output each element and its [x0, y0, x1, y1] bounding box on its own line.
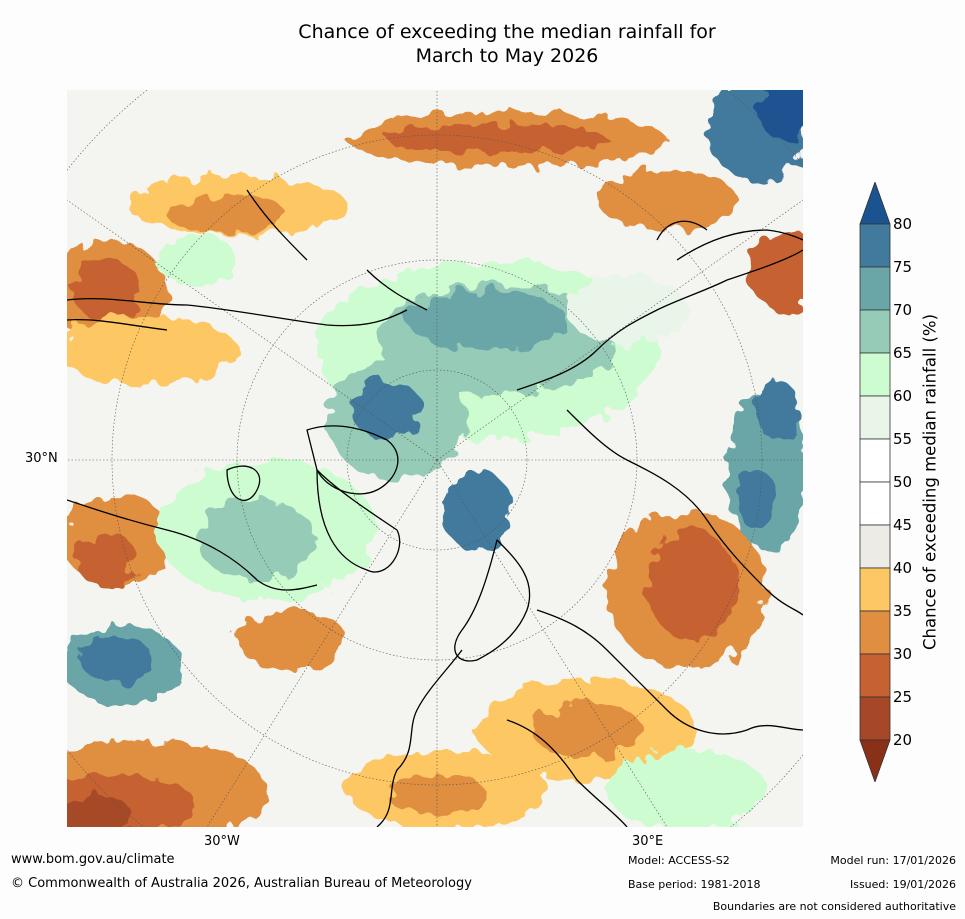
colorbar-band	[859, 610, 891, 655]
colorbar-tick-label: 25	[893, 688, 913, 706]
longitude-label-west: 30°W	[204, 834, 240, 849]
disclaimer-text: Boundaries are not considered authoritat…	[712, 900, 956, 913]
dry-region-core	[387, 775, 487, 815]
wet-region-core	[442, 470, 512, 550]
colorbar-band	[859, 309, 891, 354]
title-line-2: March to May 2026	[415, 45, 599, 67]
colorbar-tick-label: 75	[893, 258, 913, 276]
colorbar-tick-label: 80	[893, 215, 913, 233]
colorbar-band	[859, 481, 891, 526]
latitude-label: 30°N	[25, 451, 58, 466]
title-line-1: Chance of exceeding the median rainfall …	[298, 21, 716, 43]
colorbar-tick-label: 30	[893, 645, 913, 663]
colorbar-tick-label: 55	[893, 430, 913, 448]
wet-region	[197, 500, 317, 580]
colorbar-bottom-extension	[859, 739, 891, 782]
rainfall-map	[67, 90, 803, 827]
wet-region	[157, 235, 237, 285]
colorbar-top-extension	[859, 182, 891, 225]
colorbar-tick-label: 50	[893, 473, 913, 491]
colorbar-tick-label: 70	[893, 301, 913, 319]
issued-text: Issued: 19/01/2026	[849, 878, 956, 891]
dry-region-core	[72, 260, 142, 320]
website-text: www.bom.gov.au/climate	[11, 852, 175, 867]
wet-region-core	[407, 290, 567, 350]
longitude-label-east: 30°E	[632, 834, 664, 849]
wet-region-core	[757, 90, 803, 140]
colorbar-tick-label: 35	[893, 602, 913, 620]
colorbar-band	[859, 524, 891, 569]
dry-region-core	[647, 530, 737, 640]
dry-region	[747, 230, 803, 310]
model-run-text: Model run: 17/01/2026	[830, 854, 956, 867]
colorbar-band	[859, 438, 891, 483]
colorbar-band	[859, 696, 891, 741]
dry-region-core	[167, 197, 287, 233]
colorbar-tick-label: 65	[893, 344, 913, 362]
dry-region-core	[387, 124, 607, 152]
colorbar-tick-label: 45	[893, 516, 913, 534]
colorbar-tick-label: 60	[893, 387, 913, 405]
colorbar-tick-label: 40	[893, 559, 913, 577]
colorbar	[859, 182, 891, 782]
colorbar-band	[859, 352, 891, 397]
colorbar-band	[859, 395, 891, 440]
dry-region-core	[532, 702, 642, 758]
map-title: Chance of exceeding the median rainfall …	[0, 20, 965, 68]
wet-region	[607, 750, 767, 827]
colorbar-band	[859, 567, 891, 612]
wet-region-core	[737, 470, 777, 530]
dry-region	[237, 610, 347, 670]
colorbar-tick-label: 20	[893, 731, 913, 749]
colorbar-band	[859, 266, 891, 311]
dry-region	[67, 315, 237, 385]
colorbar-title: Chance of exceeding median rainfall (%)	[920, 313, 940, 651]
wet-region	[567, 275, 687, 345]
model-text: Model: ACCESS-S2	[628, 854, 730, 867]
colorbar-band	[859, 653, 891, 698]
coastlines	[67, 189, 803, 827]
dry-region	[597, 170, 737, 230]
wet-region-core	[82, 635, 152, 685]
colorbar-band	[859, 223, 891, 268]
base-period-text: Base period: 1981-2018	[628, 878, 761, 891]
copyright-text: © Commonwealth of Australia 2026, Austra…	[11, 876, 472, 891]
dry-region-core	[67, 795, 132, 827]
wet-region-core	[352, 380, 422, 440]
graticule	[67, 90, 803, 827]
wet-region-core	[755, 380, 799, 440]
colorbar-bands	[859, 223, 891, 741]
map-svg	[67, 90, 803, 827]
dry-region-core	[77, 532, 137, 588]
